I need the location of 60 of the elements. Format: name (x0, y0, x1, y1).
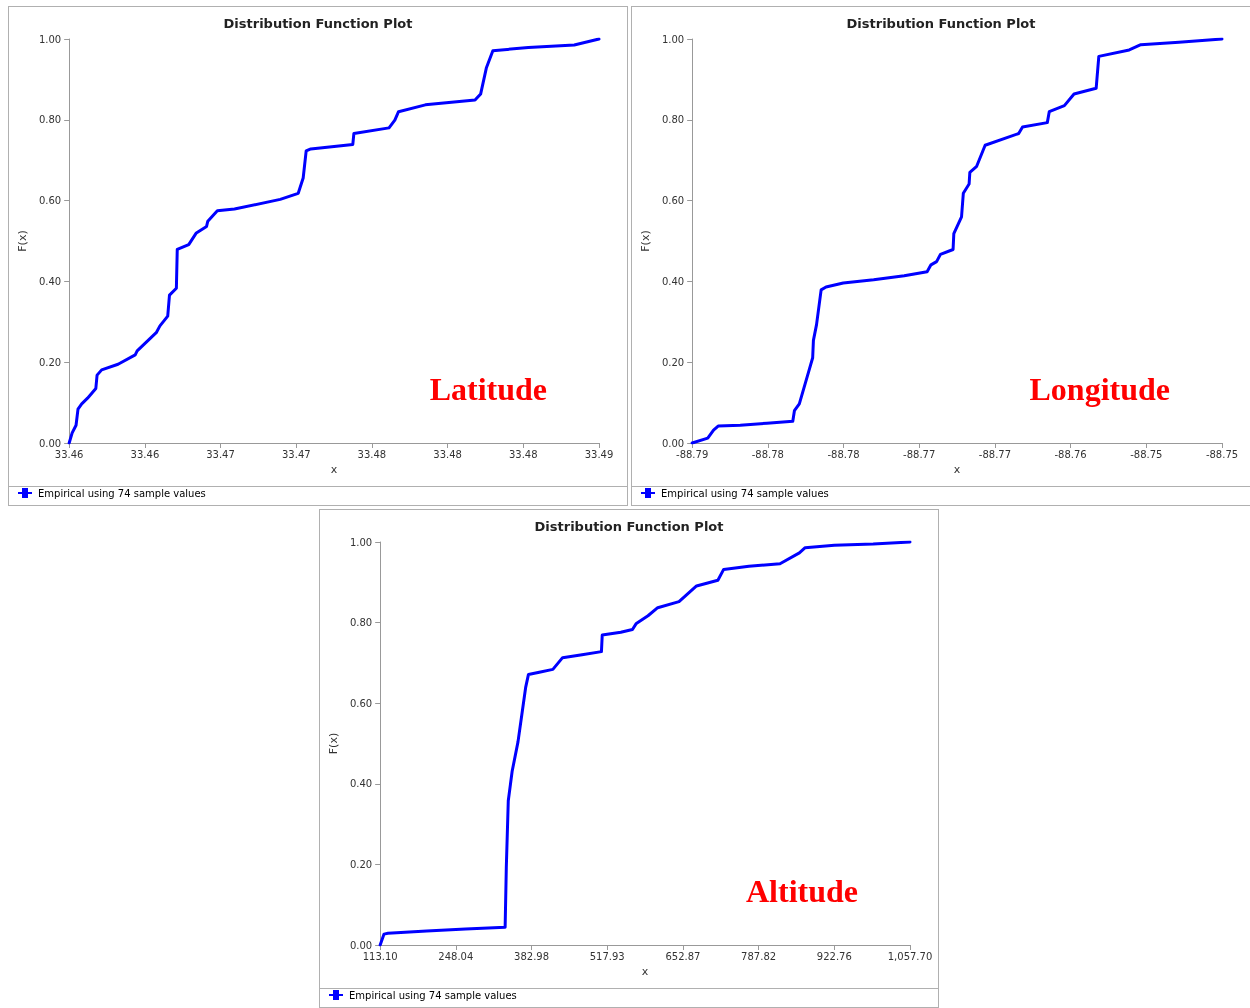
x-tick-label: 33.49 (584, 448, 614, 460)
x-tick-label: 922.76 (816, 950, 852, 962)
x-tick-label: -88.78 (827, 448, 860, 460)
y-tick-label: 0.80 (38, 114, 62, 126)
y-tick-label: 0.20 (661, 356, 685, 368)
x-tick-label: 33.48 (433, 448, 462, 460)
legend-label: Empirical using 74 sample values (349, 989, 517, 1001)
y-tick-label: 0.40 (661, 275, 685, 287)
x-tick-label: -88.79 (676, 448, 709, 460)
y-tick-label: 1.00 (349, 536, 373, 548)
y-tick-label: 0.60 (349, 697, 373, 709)
y-tick-label: 0.20 (349, 858, 373, 870)
legend-label: Empirical using 74 sample values (661, 487, 829, 499)
y-axis-title: F(x) (639, 230, 652, 252)
chart-title: Distribution Function Plot (223, 16, 413, 31)
y-tick-label: 0.60 (38, 195, 62, 207)
annotation: Longitude (1029, 371, 1170, 407)
x-tick-label: 517.93 (589, 950, 625, 962)
x-tick-label: -88.76 (1054, 448, 1087, 460)
annotation: Latitude (429, 371, 547, 407)
y-tick-label: 0.60 (661, 195, 685, 207)
y-axis-title: F(x) (327, 732, 340, 755)
chart-title: Distribution Function Plot (534, 519, 724, 534)
x-tick-label: 787.82 (741, 950, 777, 962)
y-tick-label: 0.00 (349, 939, 373, 951)
x-tick-label: -88.75 (1205, 448, 1239, 460)
x-tick-label: 33.46 (130, 448, 160, 460)
x-tick-label: 33.47 (281, 448, 311, 460)
x-tick-label: -88.77 (903, 448, 936, 460)
x-tick-label: 33.47 (206, 448, 235, 460)
line-series (67, 37, 601, 445)
legend-label: Empirical using 74 sample values (38, 487, 206, 499)
x-tick-label: -88.77 (978, 448, 1012, 460)
x-tick-label: 652.87 (665, 950, 701, 962)
x-tick-label: -88.78 (751, 448, 784, 460)
x-axis-title: x (330, 462, 338, 476)
x-tick-label: 33.48 (357, 448, 387, 460)
y-tick-label: 0.00 (38, 437, 62, 449)
annotation: Altitude (746, 873, 858, 909)
x-tick-label: 248.04 (438, 950, 474, 962)
y-tick-label: 1.00 (38, 33, 62, 45)
x-tick-label: 33.48 (508, 448, 538, 460)
x-tick-label: 382.98 (514, 950, 550, 962)
chart-title: Distribution Function Plot (846, 16, 1036, 31)
y-tick-label: 0.80 (661, 114, 685, 126)
y-tick-label: 0.00 (661, 437, 685, 449)
x-tick-label: 1,057.70 (887, 950, 933, 962)
line-series (378, 540, 912, 947)
y-tick-label: 0.80 (349, 617, 373, 629)
x-tick-label: 113.10 (362, 950, 398, 962)
line-series (690, 37, 1224, 445)
x-tick-label: 33.46 (54, 448, 84, 460)
y-tick-label: 0.40 (349, 778, 373, 790)
y-tick-label: 0.40 (38, 275, 62, 287)
y-tick-label: 0.20 (38, 356, 62, 368)
y-axis-title: F(x) (16, 230, 29, 252)
x-axis-title: x (641, 964, 649, 978)
x-axis-title: x (953, 462, 961, 476)
y-tick-label: 1.00 (661, 33, 685, 45)
x-tick-label: -88.75 (1130, 448, 1163, 460)
